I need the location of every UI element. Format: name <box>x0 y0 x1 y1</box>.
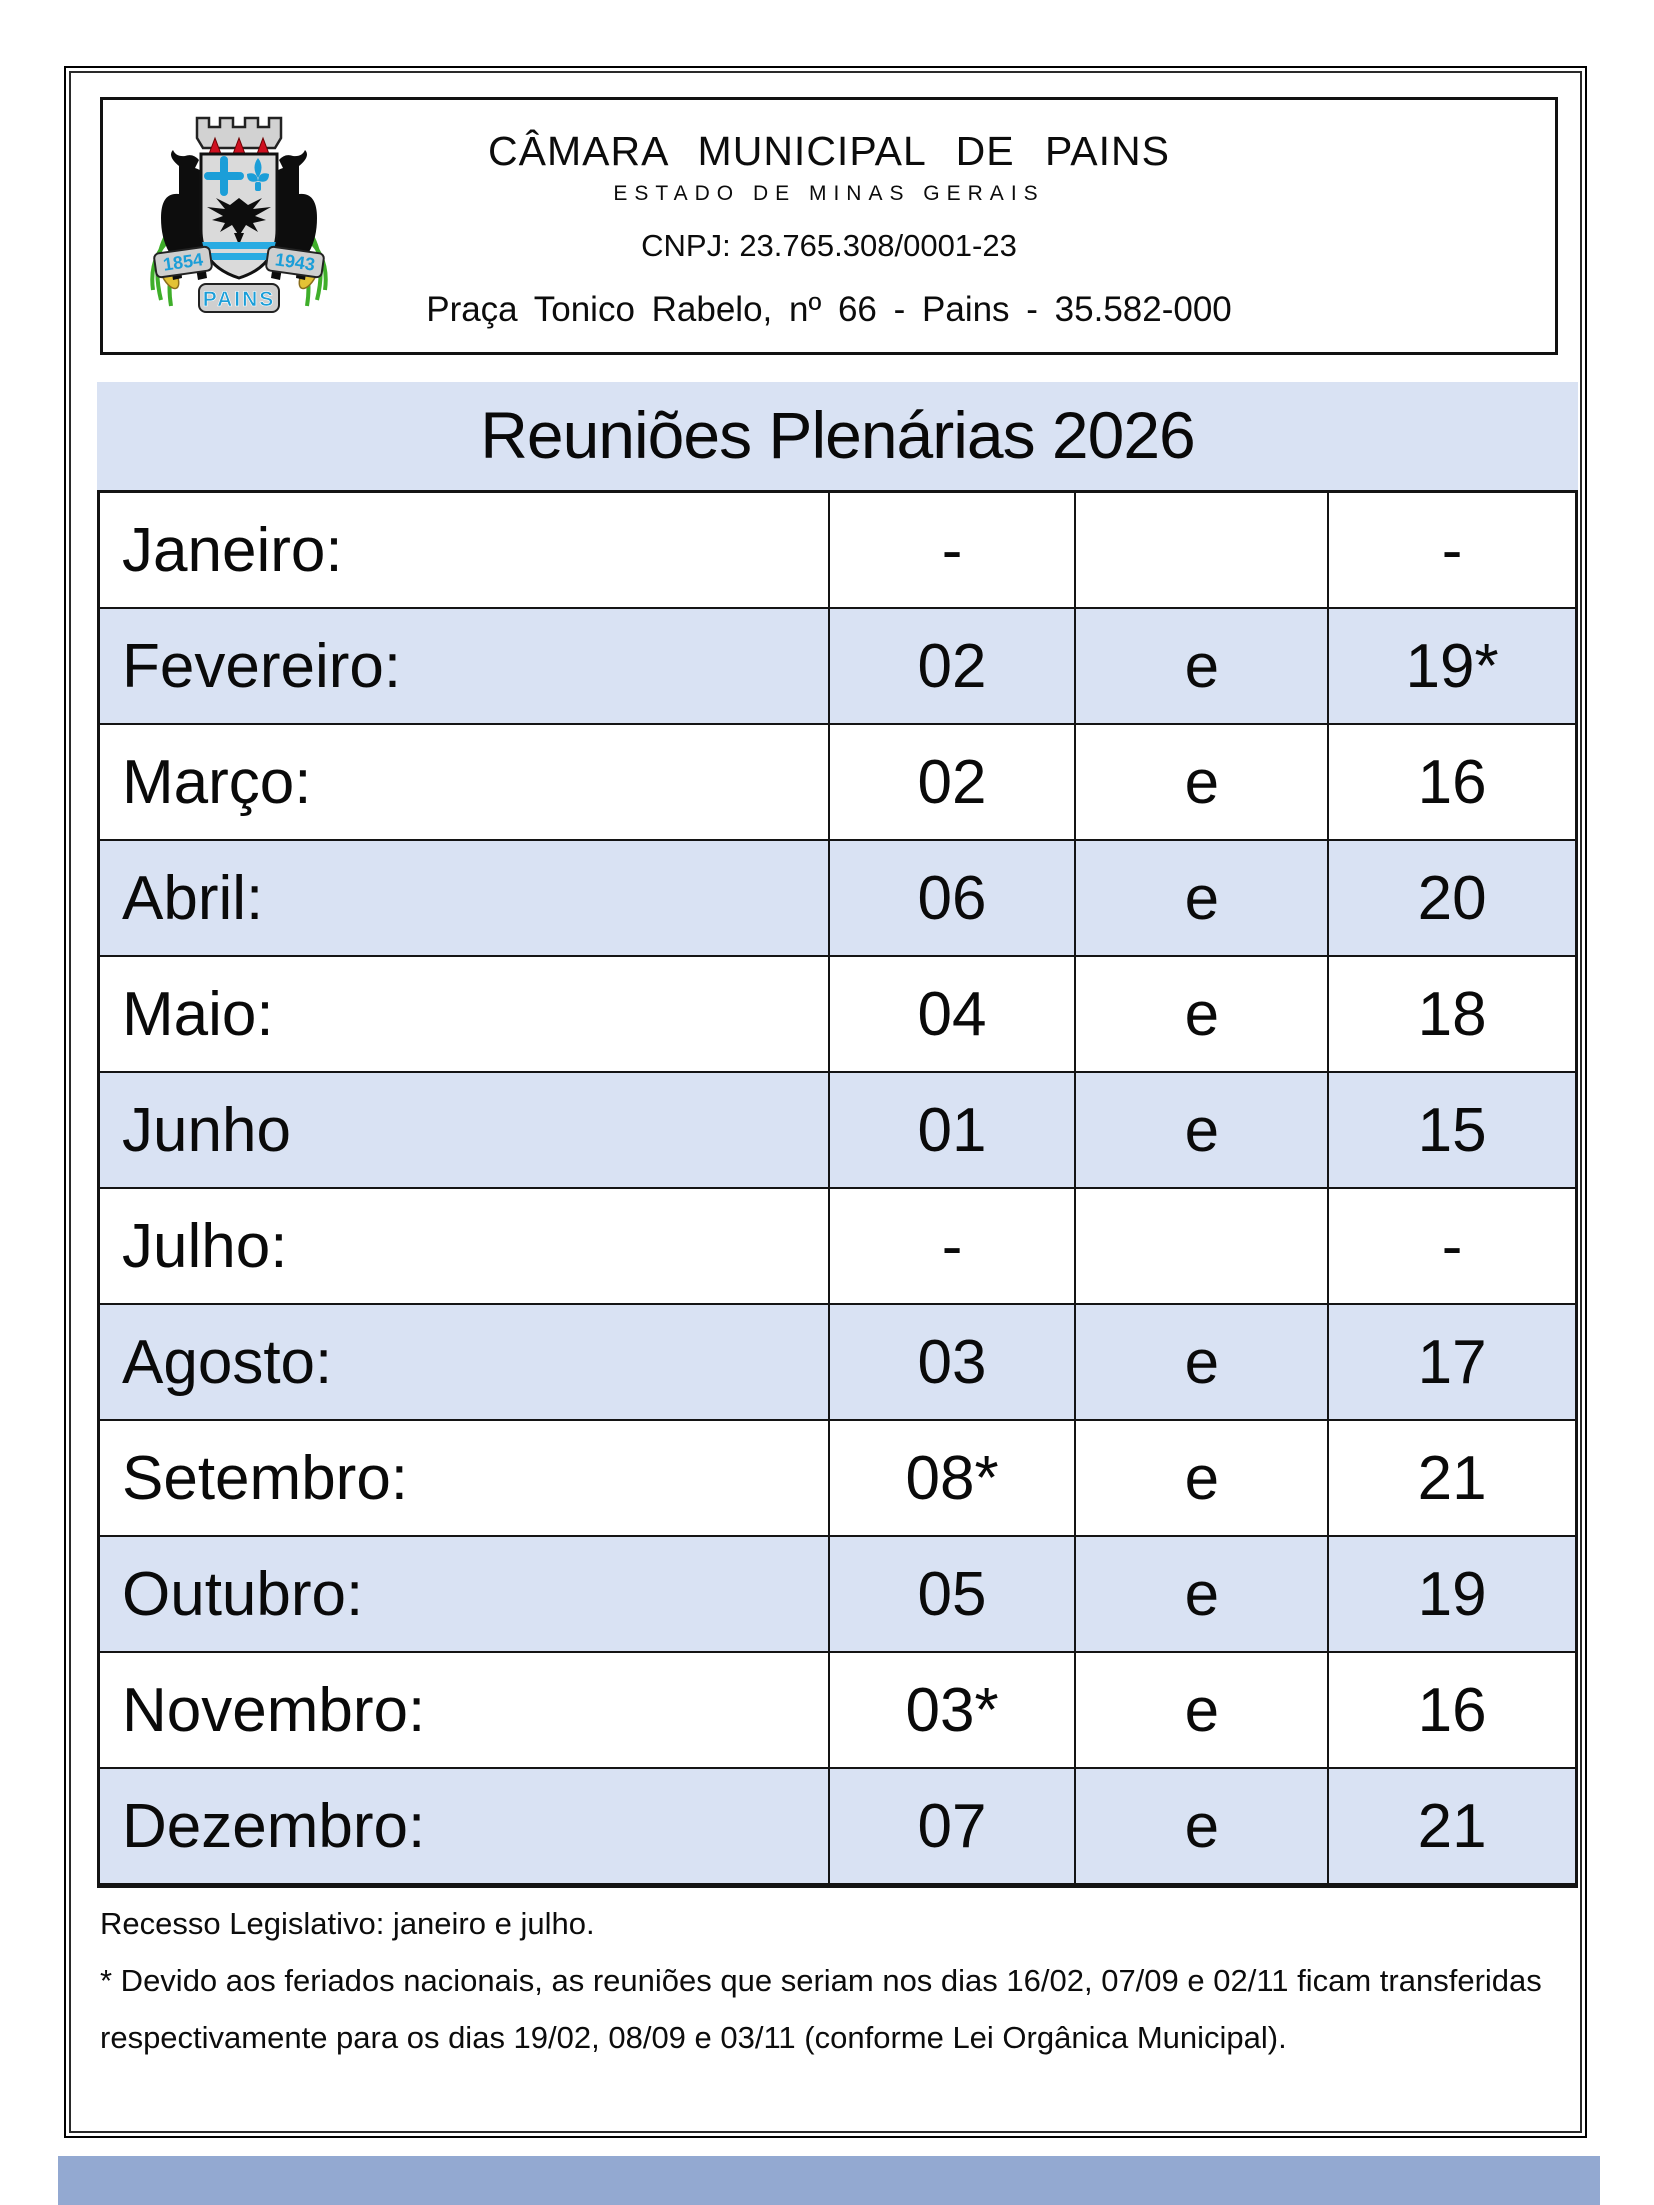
holiday-note-1: * Devido aos feriados nacionais, as reun… <box>100 1963 1542 1998</box>
cell-day2: 16 <box>1327 723 1578 841</box>
cell-day1: 08* <box>827 1419 1077 1537</box>
table-row: Março: 02 e 16 <box>97 723 1578 841</box>
cell-day1: 05 <box>827 1535 1077 1653</box>
cell-conj: e <box>1074 1535 1330 1653</box>
bottom-bar <box>58 2156 1600 2205</box>
cell-day1: 01 <box>827 1071 1077 1189</box>
table-row: Novembro: 03* e 16 <box>97 1651 1578 1769</box>
state-line: ESTADO DE MINAS GERAIS <box>613 182 1045 205</box>
meetings-table: Janeiro: - - Fevereiro: 02 e 19* Março: 02 e 16 Abr… <box>97 490 1578 1888</box>
table-row: Julho: - - <box>97 1187 1578 1305</box>
cell-day1: 06 <box>827 839 1077 957</box>
cell-conj: e <box>1074 607 1330 725</box>
cell-month: Novembro: <box>97 1651 830 1769</box>
cell-month: Março: <box>97 723 830 841</box>
table-row: Abril: 06 e 20 <box>97 839 1578 957</box>
ribbon-right: 1943 <box>265 245 325 279</box>
org-name: CÂMARA MUNICIPAL DE PAINS <box>488 128 1170 174</box>
ribbon-center: PAINS <box>198 283 280 313</box>
cell-day2: 15 <box>1327 1071 1578 1189</box>
cell-day2: 17 <box>1327 1303 1578 1421</box>
cell-conj: e <box>1074 1071 1330 1189</box>
cell-conj: e <box>1074 955 1330 1073</box>
fleur-de-lis-icon <box>247 158 269 191</box>
cell-day1: 02 <box>827 607 1077 725</box>
cell-month: Setembro: <box>97 1419 830 1537</box>
letterhead: 1854 1943 PAINS CÂMARA MUNICIPAL DE PAIN… <box>100 97 1558 355</box>
cell-month: Junho <box>97 1071 830 1189</box>
cell-day1: 03* <box>827 1651 1077 1769</box>
cnpj-line: CNPJ: 23.765.308/0001-23 <box>641 228 1017 263</box>
footnotes: Recesso Legislativo: janeiro e julho. * … <box>100 1908 1590 2079</box>
cell-day2: 21 <box>1327 1767 1578 1887</box>
cell-day2: 18 <box>1327 955 1578 1073</box>
cell-day1: 07 <box>827 1767 1077 1887</box>
table-row: Setembro: 08* e 21 <box>97 1419 1578 1537</box>
cell-conj: e <box>1074 839 1330 957</box>
cell-month: Janeiro: <box>97 490 830 609</box>
cell-day2: - <box>1327 1187 1578 1305</box>
cell-day1: 03 <box>827 1303 1077 1421</box>
cell-day2: 19 <box>1327 1535 1578 1653</box>
cell-day1: - <box>827 490 1077 609</box>
table-row: Maio: 04 e 18 <box>97 955 1578 1073</box>
table-row: Junho 01 e 15 <box>97 1071 1578 1189</box>
address-line: Praça Tonico Rabelo, nº 66 - Pains - 35.… <box>426 290 1232 329</box>
letterhead-text: CÂMARA MUNICIPAL DE PAINS ESTADO DE MINA… <box>103 100 1555 352</box>
cell-month: Maio: <box>97 955 830 1073</box>
table-row: Janeiro: - - <box>97 490 1578 609</box>
cell-conj <box>1074 490 1330 609</box>
cell-day1: 04 <box>827 955 1077 1073</box>
cell-day2: 19* <box>1327 607 1578 725</box>
cell-month: Fevereiro: <box>97 607 830 725</box>
cell-day1: - <box>827 1187 1077 1305</box>
ribbon-left: 1854 <box>153 245 213 279</box>
cell-conj <box>1074 1187 1330 1305</box>
cell-conj: e <box>1074 1767 1330 1887</box>
cell-month: Dezembro: <box>97 1767 830 1887</box>
cell-month: Abril: <box>97 839 830 957</box>
cell-month: Julho: <box>97 1187 830 1305</box>
mural-crown-icon <box>195 116 283 150</box>
cell-month: Agosto: <box>97 1303 830 1421</box>
page-title: Reuniões Plenárias 2026 <box>97 382 1578 490</box>
cross-icon <box>204 156 244 196</box>
ribbon-city-name: PAINS <box>203 288 276 311</box>
recess-note: Recesso Legislativo: janeiro e julho. <box>100 1906 595 1941</box>
table-row: Fevereiro: 02 e 19* <box>97 607 1578 725</box>
cell-conj: e <box>1074 1419 1330 1537</box>
cell-conj: e <box>1074 1303 1330 1421</box>
cell-day1: 02 <box>827 723 1077 841</box>
table-row: Agosto: 03 e 17 <box>97 1303 1578 1421</box>
cell-day2: 16 <box>1327 1651 1578 1769</box>
coat-of-arms-icon: 1854 1943 PAINS <box>150 116 328 313</box>
table-row: Dezembro: 07 e 21 <box>97 1767 1578 1887</box>
cell-conj: e <box>1074 723 1330 841</box>
cell-day2: - <box>1327 490 1578 609</box>
table-row: Outubro: 05 e 19 <box>97 1535 1578 1653</box>
cell-day2: 20 <box>1327 839 1578 957</box>
cell-day2: 21 <box>1327 1419 1578 1537</box>
waves-icon <box>201 242 277 260</box>
eagle-icon <box>207 198 271 245</box>
cell-month: Outubro: <box>97 1535 830 1653</box>
holiday-note-2: respectivamente para os dias 19/02, 08/0… <box>100 2020 1287 2055</box>
cell-conj: e <box>1074 1651 1330 1769</box>
